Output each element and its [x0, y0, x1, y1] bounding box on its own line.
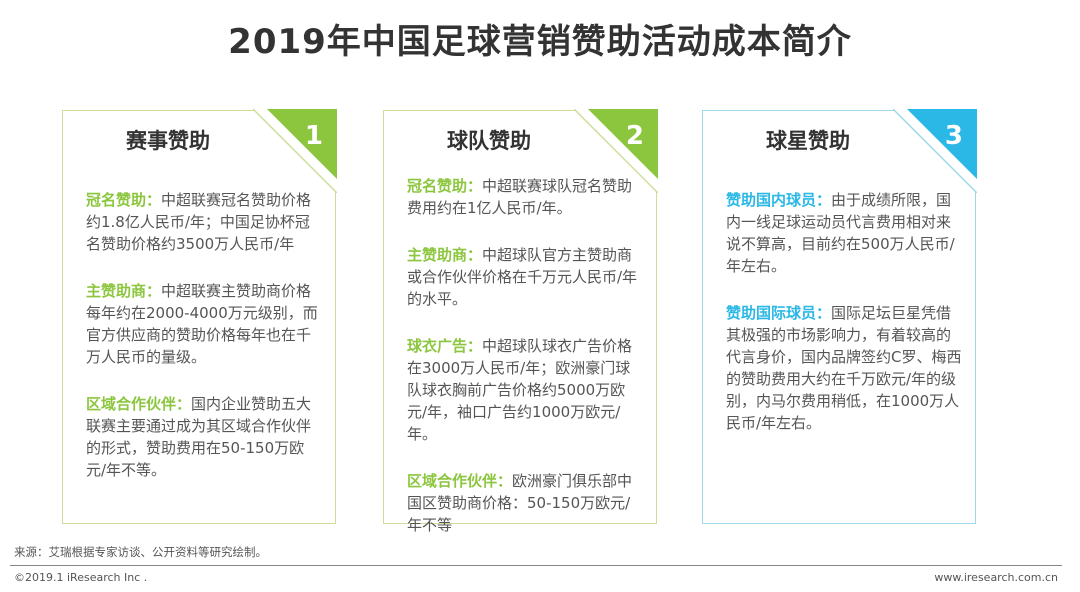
card-item: 赞助国际球员：国际足坛巨星凭借其极强的市场影响力，有着较高的代言身价，国内品牌签…: [726, 304, 962, 432]
corner-badge-icon: [574, 109, 658, 193]
corner-badge-icon: [253, 109, 337, 193]
card-team-sponsorship: 2 球队赞助 冠名赞助：中超联赛球队冠名赞助费用约在1亿人民币/年。 主赞助商：…: [383, 109, 658, 534]
corner-badge-icon: [893, 109, 977, 193]
card-title: 赛事赞助: [126, 129, 210, 153]
card-event-sponsorship: 1 赛事赞助 冠名赞助：中超联赛冠名赞助价格约1.8亿人民币/年；中国足协杯冠名…: [62, 109, 337, 524]
source-note: 来源：艾瑞根据专家访谈、公开资料等研究绘制。: [14, 545, 267, 559]
card-number: 3: [944, 121, 963, 151]
card-number: 1: [304, 121, 323, 151]
website-link: www.iresearch.com.cn: [934, 571, 1058, 584]
card-title: 球星赞助: [766, 129, 850, 153]
card-item: 主赞助商：中超联赛主赞助商价格每年约在2000-4000万元级别，而官方供应商的…: [86, 282, 318, 366]
page-title: 2019年中国足球营销赞助活动成本简介: [228, 22, 852, 62]
card-item: 冠名赞助：中超联赛球队冠名赞助费用约在1亿人民币/年。: [407, 177, 633, 217]
card-item: 球衣广告：中超球队球衣广告价格在3000万人民币/年；欧洲豪门球队球衣胸前广告价…: [407, 337, 633, 443]
card-item: 区域合作伙伴：欧洲豪门俱乐部中国区赞助商价格：50-150万欧元/年不等: [407, 472, 633, 534]
card-item: 冠名赞助：中超联赛冠名赞助价格约1.8亿人民币/年；中国足协杯冠名赞助价格约35…: [86, 191, 312, 253]
card-item: 赞助国内球员：由于成绩所限，国内一线足球运动员代言费用相对来说不算高，目前约在5…: [726, 191, 955, 275]
copyright: ©2019.1 iResearch Inc .: [14, 571, 148, 584]
footer-divider: [10, 565, 1062, 566]
card-item: 主赞助商：中超球队官方主赞助商或合作伙伴价格在千万元人民币/年的水平。: [407, 246, 638, 308]
card-number: 2: [625, 121, 644, 151]
card-star-sponsorship: 3 球星赞助 赞助国内球员：由于成绩所限，国内一线足球运动员代言费用相对来说不算…: [702, 109, 977, 524]
card-title: 球队赞助: [447, 129, 531, 153]
card-item: 区域合作伙伴：国内企业赞助五大联赛主要通过成为其区域合作伙伴的形式，赞助费用在5…: [86, 395, 312, 479]
